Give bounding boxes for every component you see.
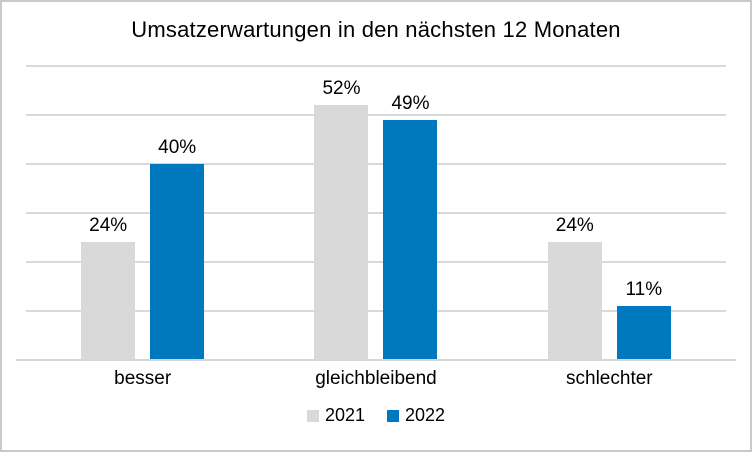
bar-2022-gleichbleibend: 49% <box>383 93 438 360</box>
gridline-10 <box>26 310 726 312</box>
bar-2022-schlechter: 11% <box>616 279 671 360</box>
legend-label-2022: 2022 <box>405 405 446 425</box>
legend-label-2021: 2021 <box>324 405 365 425</box>
category-label-gleichbleibend: gleichbleibend <box>315 368 437 389</box>
value-label-2022-besser: 40% <box>158 137 197 158</box>
gridline-50 <box>26 114 726 116</box>
chart-title: Umsatzerwartungen in den nächsten 12 Mon… <box>131 17 621 42</box>
value-label-2021-besser: 24% <box>89 215 128 237</box>
bar-group-besser: 24% 40% <box>26 66 259 360</box>
value-label-2022-schlechter: 11% <box>625 279 663 301</box>
category-axis: besser gleichbleibend schlechter <box>26 368 726 390</box>
bar-2021-besser: 24% <box>81 215 136 360</box>
legend-swatch-2022 <box>387 409 399 422</box>
bar-group-gleichbleibend: 52% 49% <box>259 66 492 360</box>
value-label-2021-gleichbleibend: 52% <box>322 78 361 100</box>
bar-2021-gleichbleibend: 52% <box>314 78 369 360</box>
category-label-schlechter: schlechter <box>566 368 653 389</box>
gridline-60 <box>26 65 726 67</box>
bar-group-schlechter: 24% 11% <box>493 66 726 360</box>
value-label-2022-gleichbleibend: 49% <box>391 92 430 114</box>
gridline-20 <box>26 261 726 263</box>
legend-item-2021: 2021 <box>306 405 365 426</box>
x-axis-line <box>16 359 736 361</box>
bar-2022-besser: 40% <box>150 137 205 360</box>
gridline-40 <box>26 163 726 165</box>
legend-swatch-2021 <box>306 409 319 422</box>
bar-groups: 24% 40% 52% 49% 24% 11% <box>26 66 726 360</box>
legend-item-2022: 2022 <box>387 405 445 426</box>
gridline-30 <box>26 212 726 214</box>
legend: 2021 2022 <box>2 405 750 426</box>
category-label-besser: besser <box>114 368 172 389</box>
bar-2021-schlechter: 24% <box>547 215 602 360</box>
plot-area: 24% 40% 52% 49% 24% 11% <box>16 65 736 361</box>
value-label-2021-schlechter: 24% <box>555 215 594 237</box>
